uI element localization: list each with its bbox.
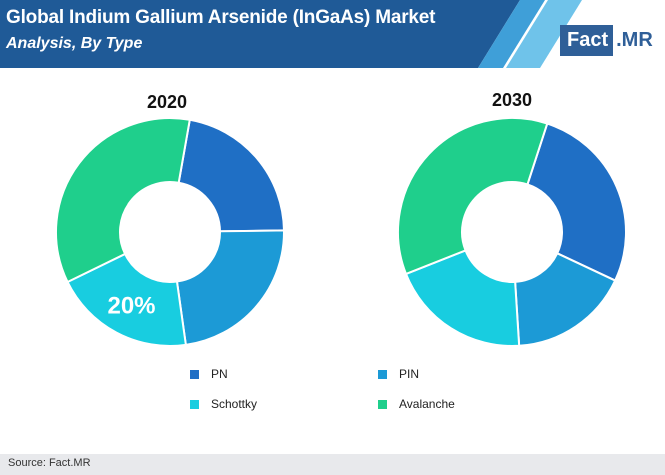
header-stripe-light [506,0,582,68]
donut-slice-2030-avalanche [397,117,549,276]
legend-item-pn: PN [190,367,228,381]
header-banner: Global Indium Gallium Arsenide (InGaAs) … [0,0,665,68]
legend-swatch-avalanche [378,399,387,409]
page-subtitle: Analysis, By Type [6,35,143,52]
legend-label-pn: PN [211,367,228,381]
legend-label-schottky: Schottky [211,397,258,411]
data-label-2020-schottky: 20% [107,292,155,319]
donut-slice-2020-avalanche [55,117,191,284]
chart-title-2030: 2030 [491,90,533,110]
donut-chart-2030 [397,117,627,347]
donut-slice-2030-pn [526,122,627,282]
factmr-logo: Fact .MR [560,24,653,56]
legend-label-avalanche: Avalanche [399,397,455,411]
donut-slice-2020-pin [175,229,285,347]
header-blue-band [0,0,520,68]
legend-item-avalanche: Avalanche [378,397,455,411]
donut-slice-2020-pn [177,118,286,233]
legend-item-pin: PIN [378,367,419,381]
donut-chart-2020: 20% [55,117,286,347]
page-title: Global Indium Gallium Arsenide (InGaAs) … [6,7,436,28]
logo-mr-text: .MR [616,29,653,51]
legend-swatch-pn [190,369,199,379]
header-stripe-mid [478,0,545,68]
footer-bar: Source: Fact.MR [0,454,665,475]
header-background [0,0,582,68]
logo-fact-text: Fact [560,24,614,56]
donut-slice-2020-schottky [66,252,187,347]
legend-label-pin: PIN [399,367,420,381]
legend-swatch-pin [378,369,387,379]
donut-slice-2030-schottky [404,249,521,347]
source-note: Source: Fact.MR [8,457,91,469]
legend-item-schottky: Schottky [190,397,257,411]
chart-title-2020: 2020 [146,92,188,112]
legend-swatch-schottky [190,399,199,409]
